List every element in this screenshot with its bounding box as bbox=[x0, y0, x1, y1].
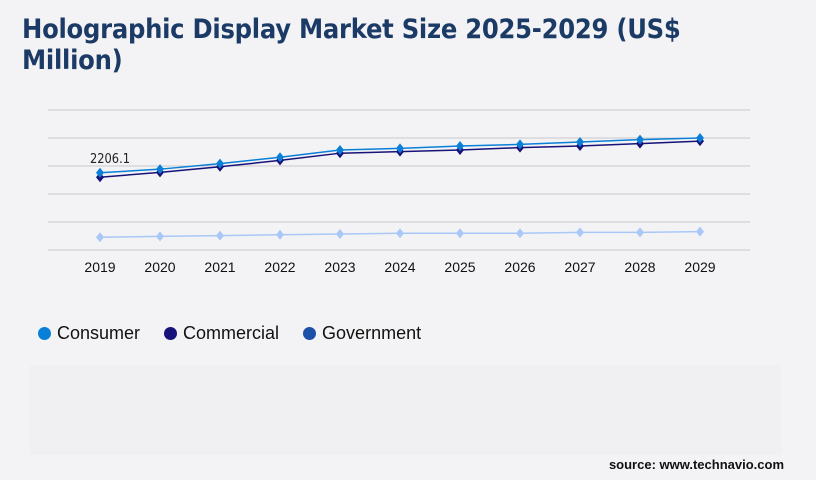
legend-item-commercial: Commercial bbox=[164, 323, 279, 344]
legend-marker-icon bbox=[164, 327, 178, 340]
data-point-government bbox=[336, 229, 344, 240]
x-tick-label: 2029 bbox=[684, 259, 715, 275]
line-chart: 2019 2020 2021 2022 2023 2024 2025 2026 2027 2028… bbox=[48, 109, 750, 275]
data-point-consumer bbox=[336, 145, 344, 156]
legend-marker-icon bbox=[303, 327, 317, 340]
data-point-government bbox=[636, 227, 644, 238]
data-point-consumer bbox=[456, 141, 464, 152]
legend-item-consumer: Consumer bbox=[38, 323, 140, 344]
data-point-government bbox=[516, 228, 524, 239]
x-tick-label: 2026 bbox=[504, 259, 535, 275]
data-point-consumer bbox=[276, 152, 284, 163]
data-point-government bbox=[576, 227, 584, 238]
legend-label: Commercial bbox=[183, 323, 280, 343]
x-tick-label: 2021 bbox=[204, 259, 235, 275]
x-tick-label: 2027 bbox=[564, 259, 595, 275]
legend: Consumer Commercial Government bbox=[38, 323, 421, 344]
data-point-consumer bbox=[216, 158, 224, 169]
source-label: source: www.technavio.com bbox=[608, 457, 784, 472]
legend-label: Government bbox=[322, 323, 422, 343]
data-point-consumer bbox=[576, 136, 584, 147]
background-panel bbox=[30, 365, 782, 455]
legend-label: Consumer bbox=[57, 323, 141, 343]
x-tick-label: 2022 bbox=[264, 259, 295, 275]
data-point-consumer bbox=[696, 133, 704, 143]
data-point-government bbox=[456, 228, 464, 239]
legend-item-government: Government bbox=[303, 323, 421, 344]
x-tick-label: 2023 bbox=[324, 259, 355, 275]
x-tick-label: 2020 bbox=[144, 259, 175, 275]
data-label: 2206.1 bbox=[90, 151, 130, 166]
chart-title: Holographic Display Market Size 2025-202… bbox=[22, 14, 681, 76]
data-point-consumer bbox=[96, 167, 104, 178]
data-point-government bbox=[696, 226, 704, 237]
x-tick-label: 2024 bbox=[384, 259, 415, 275]
x-tick-label: 2025 bbox=[444, 259, 475, 275]
data-point-consumer bbox=[636, 134, 644, 145]
data-point-consumer bbox=[516, 139, 524, 150]
data-point-government bbox=[96, 232, 104, 243]
data-point-government bbox=[396, 228, 404, 239]
legend-marker-icon bbox=[38, 327, 51, 340]
data-point-government bbox=[276, 229, 284, 240]
x-tick-label: 2028 bbox=[624, 259, 655, 275]
data-point-consumer bbox=[396, 143, 404, 154]
data-point-government bbox=[216, 230, 224, 241]
data-point-consumer bbox=[156, 164, 164, 175]
x-tick-label: 2019 bbox=[84, 259, 115, 275]
data-point-government bbox=[156, 231, 164, 242]
